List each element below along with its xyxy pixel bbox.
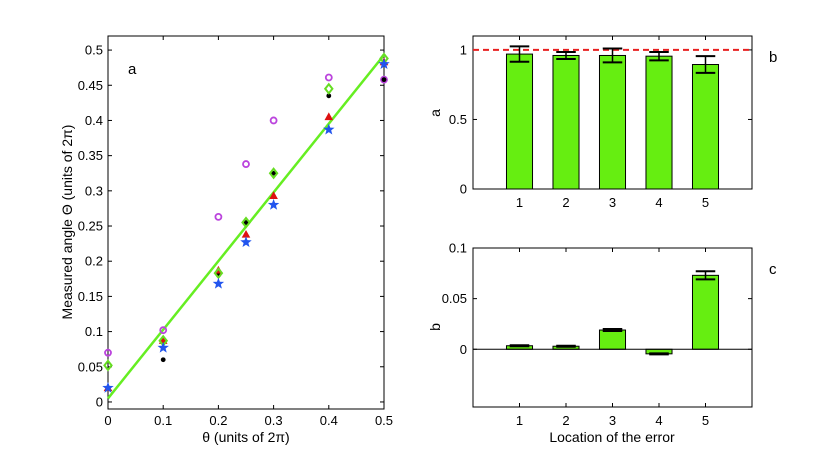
panel-a-point-dot [271, 170, 276, 176]
panel-a-point-star [212, 277, 225, 289]
panel-b-bar [691, 64, 720, 190]
panel-c-bar [598, 329, 627, 350]
panel-a-point-star [102, 381, 114, 393]
panel-b-xtick-label: 3 [609, 195, 616, 210]
panel-b-bars [505, 53, 720, 190]
panel-a-ticks: 0 0.1 0.2 0.3 0.4 0.5 0 0.05 0.1 0.15 0.2 0.25 0.3 0.… [78, 36, 393, 428]
bar-panel-c: 1 2 3 4 5 0 0.05 0.1 c Location of the error b [427, 241, 777, 446]
panel-b-ticks: 1 2 3 4 5 0 0.5 1 [449, 36, 752, 210]
panel-a-ytick-label: 0.25 [78, 219, 103, 234]
panel-a-ytick-label: 0 [96, 394, 103, 409]
panel-a-xtick-label: 0.1 [154, 413, 172, 428]
panel-a-xtick-label: 0 [104, 413, 111, 428]
panel-b-letter: b [769, 49, 777, 66]
panel-c-bar [691, 274, 720, 350]
panel-a-point-star [378, 58, 390, 70]
panel-a-xtick-label: 0.4 [320, 413, 338, 428]
panel-c-letter: c [769, 261, 777, 278]
panel-a-point-star [323, 123, 335, 135]
panel-a-point-diamond [268, 167, 279, 180]
panel-a-point-dot [160, 357, 166, 363]
panel-a-xtick-label: 0.5 [375, 413, 393, 428]
panel-a-point-circle [324, 73, 333, 82]
panel-a-point-star [157, 341, 169, 353]
panel-a-point-triangle [269, 191, 278, 199]
panel-a-ytick-label: 0.45 [78, 78, 103, 93]
panel-c-xtick-label: 1 [516, 413, 523, 428]
panel-c-ylabel: b [427, 323, 443, 331]
panel-c-xlabel: Location of the error [549, 429, 675, 445]
panel-a-point-circle [159, 326, 168, 335]
panel-a-point-diamond [213, 267, 224, 280]
panel-a-ytick-label: 0.5 [85, 43, 103, 58]
panel-a-ytick-label: 0.2 [85, 254, 103, 269]
panel-c-ytick-label: 0.1 [449, 241, 467, 256]
panel-b-ytick-label: 0 [460, 182, 467, 197]
panel-a-ytick-label: 0.3 [85, 183, 103, 198]
scatter-panel-a: 0 0.1 0.2 0.3 0.4 0.5 0 0.05 0.1 0.15 0.2 0.25 0.3 0.… [59, 35, 393, 445]
panel-c-ytick-label: 0.05 [442, 291, 467, 306]
bar-panel-b: 1 2 3 4 5 0 0.5 1 b a [427, 35, 777, 210]
panel-a-ytick-label: 0.4 [85, 113, 103, 128]
panel-a-point-dot [243, 220, 249, 225]
panel-a-ytick-label: 0.05 [78, 359, 103, 374]
panel-c-ytick-label: 0 [460, 342, 467, 357]
panel-a-xlabel: θ (units of 2π) [202, 429, 289, 445]
panel-b-xtick-label: 1 [516, 195, 523, 210]
panel-a-point-circle [269, 116, 278, 125]
panel-a-letter: a [128, 61, 137, 78]
panel-c-xtick-label: 5 [702, 413, 709, 428]
panel-a-ylabel: Measured angle Θ (units of 2π) [59, 125, 75, 320]
panel-a-ytick-label: 0.15 [78, 289, 103, 304]
panel-c-xtick-label: 3 [609, 413, 616, 428]
panel-a-point-dot [326, 93, 332, 99]
panel-b-bar [552, 54, 580, 190]
panel-a-point-triangle [241, 229, 251, 238]
panel-b-xtick-label: 5 [702, 195, 709, 210]
panel-c-ticks: 1 2 3 4 5 0 0.05 0.1 [442, 241, 752, 428]
panel-a-point-star [240, 236, 252, 248]
panel-b-ytick-label: 1 [460, 42, 467, 57]
panel-a-point-circle [214, 212, 223, 221]
panel-c-bars [473, 274, 752, 355]
panel-a-ytick-label: 0.1 [85, 324, 103, 339]
panel-b-bar [645, 55, 673, 190]
panel-a-point-diamond [103, 359, 113, 372]
panel-a-point-diamond [241, 216, 251, 229]
panel-b-xtick-label: 2 [562, 195, 569, 210]
panel-a-point-circle [242, 160, 250, 168]
panel-a-ytick-label: 0.35 [78, 148, 103, 163]
panel-b-ytick-label: 0.5 [449, 112, 467, 127]
panel-b-bar [505, 53, 534, 190]
panel-b-ylabel: a [427, 109, 443, 117]
panel-a-point-dot [381, 77, 387, 83]
panel-c-error-bars [509, 270, 716, 356]
panel-c-xtick-label: 2 [562, 413, 569, 428]
panel-b-error-bars [509, 45, 716, 74]
panel-a-point-star [267, 198, 280, 210]
panel-a-xtick-label: 0.3 [265, 413, 283, 428]
panel-a-points [102, 52, 390, 393]
panel-a-point-triangle [324, 112, 334, 121]
panel-b-bar [598, 54, 627, 190]
panel-a-point-circle [104, 348, 112, 357]
panel-a-point-circle [380, 75, 388, 84]
panel-b-xtick-label: 4 [655, 195, 662, 210]
panel-a-point-diamond [323, 82, 334, 95]
panel-a-xtick-label: 0.2 [209, 413, 227, 428]
panel-c-xtick-label: 4 [655, 413, 662, 428]
